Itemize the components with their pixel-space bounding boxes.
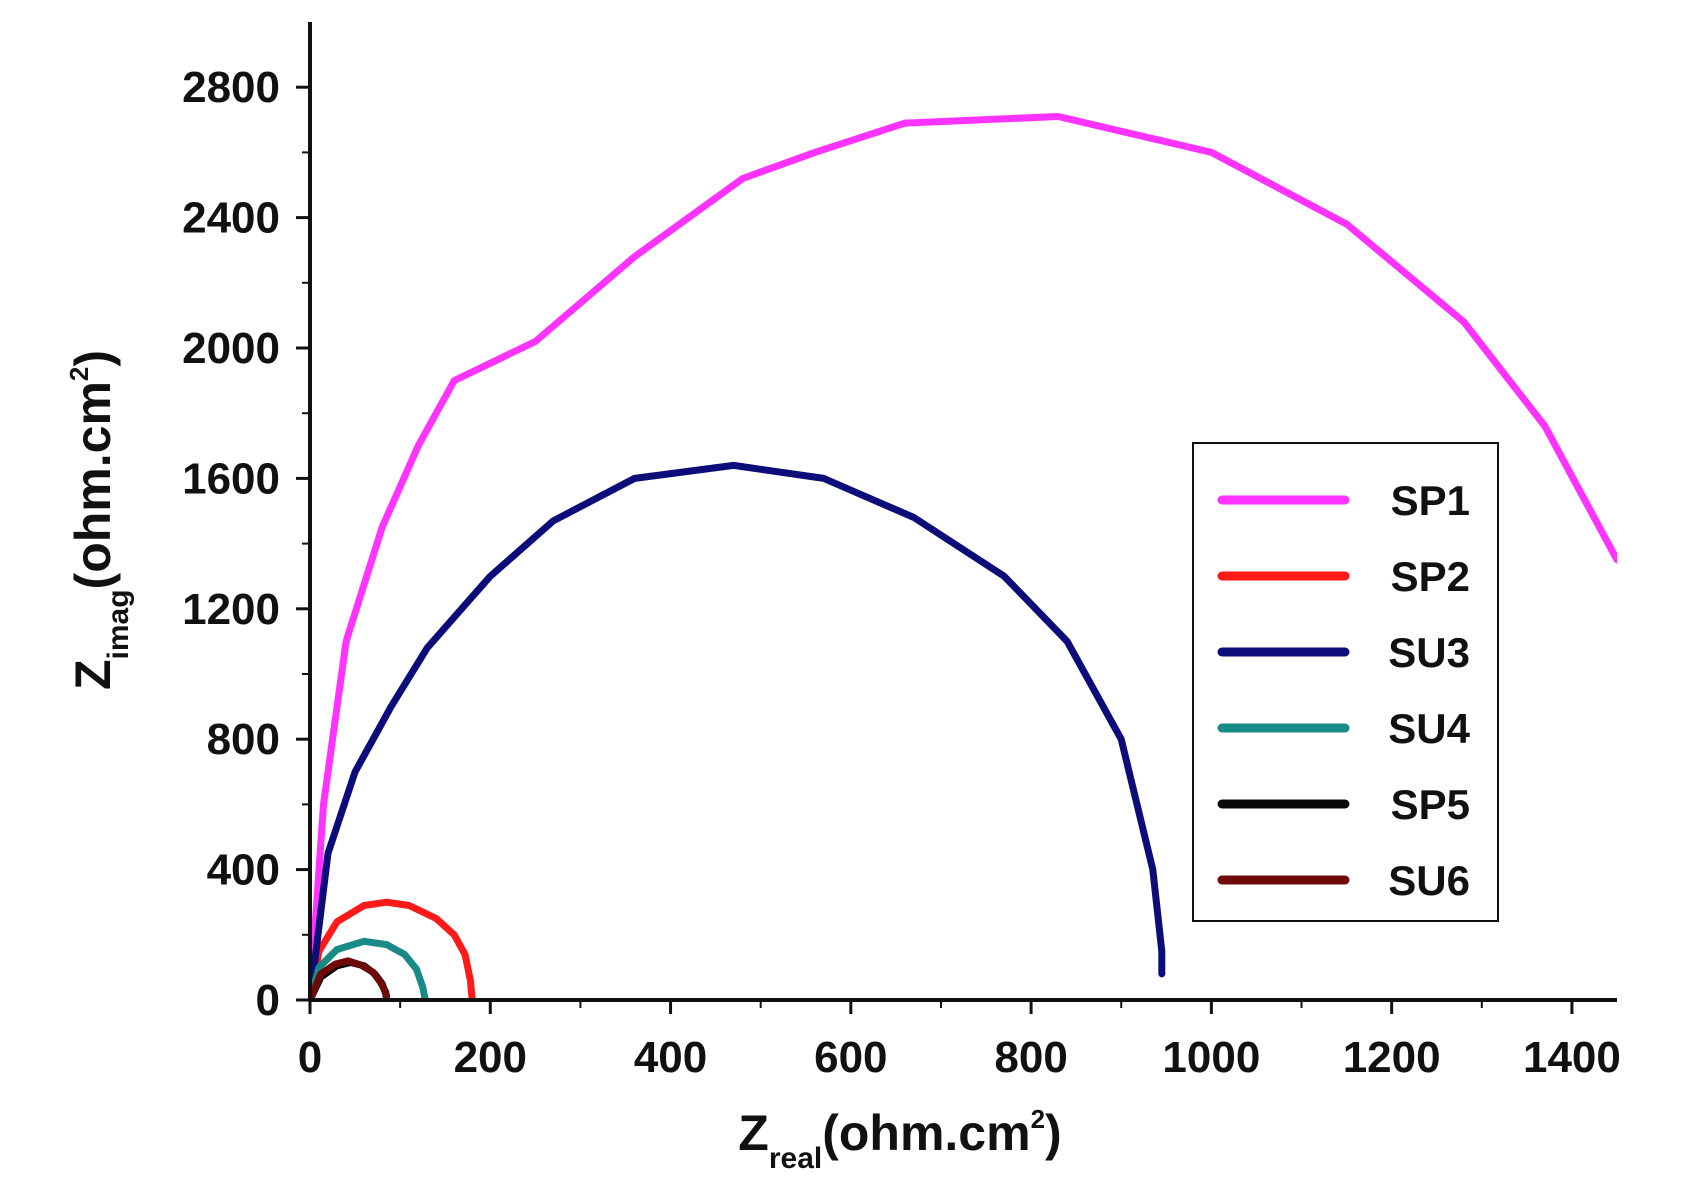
y-axis-title-close: ) xyxy=(65,350,121,367)
y-tick-label: 0 xyxy=(256,976,280,1025)
x-axis-title: Zreal(ohm.cm2) xyxy=(738,1104,1061,1175)
legend-box xyxy=(1192,442,1499,922)
x-axis-title-sub: real xyxy=(769,1142,822,1175)
x-tick-label: 600 xyxy=(814,1033,887,1082)
y-axis-title-sub: imag xyxy=(102,589,135,659)
x-axis-title-unit: (ohm.cm xyxy=(822,1105,1030,1161)
x-tick-label: 1400 xyxy=(1523,1033,1621,1082)
x-tick-label: 400 xyxy=(634,1033,707,1082)
series-sp1-line xyxy=(310,113,1617,1000)
legend: SP1 SP2 SU3 SU4 SP5 SU6 xyxy=(1192,442,1499,922)
y-axis-title-unit: (ohm.cm xyxy=(65,381,121,589)
y-tick-label: 1200 xyxy=(182,585,280,634)
y-tick-label: 400 xyxy=(207,846,280,895)
y-axis-title-main: Z xyxy=(65,659,121,690)
y-tick-label: 2000 xyxy=(182,324,280,373)
y-tick-label: 1600 xyxy=(182,454,280,503)
series-layer xyxy=(310,113,1617,1000)
x-tick-label: 0 xyxy=(298,1033,322,1082)
series-su3-line xyxy=(310,461,1166,1000)
y-tick-label: 2800 xyxy=(182,63,280,112)
series-su4-line xyxy=(310,937,429,1000)
x-axis-title-close: ) xyxy=(1045,1105,1062,1161)
x-tick-label: 200 xyxy=(454,1033,527,1082)
y-axis-title: Zimag(ohm.cm2) xyxy=(64,350,135,690)
legend-label-sp1: SP1 xyxy=(1391,477,1470,524)
x-tick-label: 1200 xyxy=(1343,1033,1441,1082)
legend-items: SP1 SP2 SU3 SU4 SP5 SU6 xyxy=(1217,477,1471,904)
y-tick-label: 2400 xyxy=(182,194,280,243)
legend-label-sp2: SP2 xyxy=(1391,553,1470,600)
x-axis-title-main: Z xyxy=(738,1105,769,1161)
series-su6-line xyxy=(310,957,391,1000)
y-tick-label: 800 xyxy=(207,715,280,764)
axes-layer: 0 200 400 600 800 1000 1200 1400 0 400 800 1200 1600… xyxy=(182,22,1621,1082)
legend-label-su3: SU3 xyxy=(1388,629,1470,676)
series-sp2-line xyxy=(310,898,476,1000)
legend-label-sp5: SP5 xyxy=(1391,781,1470,828)
x-tick-label: 800 xyxy=(994,1033,1067,1082)
x-tick-label: 1000 xyxy=(1162,1033,1260,1082)
y-axis-title-sup: 2 xyxy=(64,367,94,381)
legend-label-su6: SU6 xyxy=(1388,857,1470,904)
legend-label-su4: SU4 xyxy=(1388,705,1470,752)
x-axis-title-sup: 2 xyxy=(1031,1104,1045,1134)
